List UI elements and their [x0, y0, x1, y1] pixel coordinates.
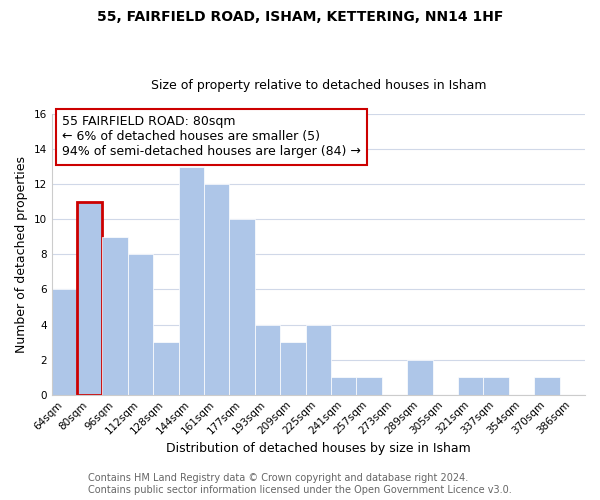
Bar — [280, 342, 305, 394]
Bar — [458, 377, 484, 394]
Bar — [255, 324, 280, 394]
Bar — [356, 377, 382, 394]
Y-axis label: Number of detached properties: Number of detached properties — [15, 156, 28, 353]
Text: 55 FAIRFIELD ROAD: 80sqm
← 6% of detached houses are smaller (5)
94% of semi-det: 55 FAIRFIELD ROAD: 80sqm ← 6% of detache… — [62, 116, 361, 158]
Bar — [204, 184, 229, 394]
Bar — [407, 360, 433, 394]
Bar — [229, 220, 255, 394]
Bar — [128, 254, 153, 394]
Bar — [77, 202, 103, 394]
Bar — [52, 290, 77, 395]
Bar — [484, 377, 509, 394]
Bar — [331, 377, 356, 394]
Text: 55, FAIRFIELD ROAD, ISHAM, KETTERING, NN14 1HF: 55, FAIRFIELD ROAD, ISHAM, KETTERING, NN… — [97, 10, 503, 24]
Bar — [153, 342, 179, 394]
Bar — [179, 166, 204, 394]
Bar — [305, 324, 331, 394]
Title: Size of property relative to detached houses in Isham: Size of property relative to detached ho… — [151, 79, 486, 92]
Bar — [103, 237, 128, 394]
Text: Contains HM Land Registry data © Crown copyright and database right 2024.
Contai: Contains HM Land Registry data © Crown c… — [88, 474, 512, 495]
Bar — [534, 377, 560, 394]
X-axis label: Distribution of detached houses by size in Isham: Distribution of detached houses by size … — [166, 442, 471, 455]
